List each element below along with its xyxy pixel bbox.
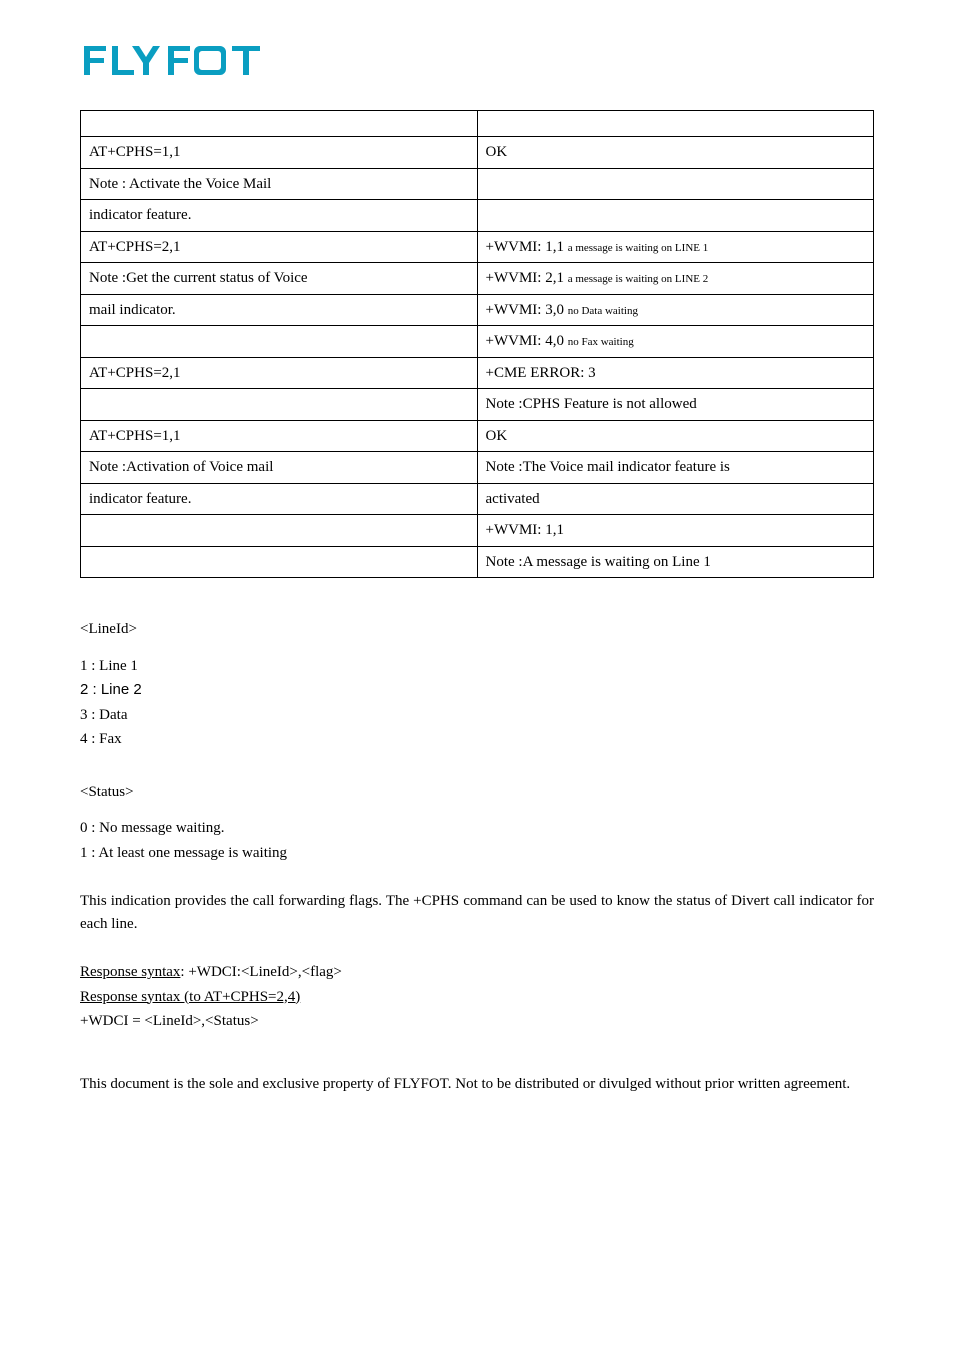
response-cell: +WVMI: 3,0 no Data waiting	[477, 294, 874, 326]
table-row: Note :A message is waiting on Line 1	[81, 546, 874, 578]
table-row: indicator feature.activated	[81, 483, 874, 515]
syntax-label: Response syntax (to AT+CPHS=2,4)	[80, 989, 300, 1005]
command-cell: Note :Activation of Voice mail	[81, 452, 478, 484]
command-cell: indicator feature.	[81, 200, 478, 232]
lineid-list: 1 : Line 1 2 : Line 2 3 : Data 4 : Fax	[80, 655, 874, 751]
response-cell: +WVMI: 4,0 no Fax waiting	[477, 326, 874, 358]
table-row: +WVMI: 1,1	[81, 515, 874, 547]
command-cell	[81, 326, 478, 358]
table-row: AT+CPHS=1,1OK	[81, 420, 874, 452]
syntax-line: Response syntax (to AT+CPHS=2,4)	[80, 986, 874, 1009]
logo	[80, 40, 874, 80]
command-cell: Note : Activate the Voice Mail	[81, 168, 478, 200]
response-cell	[477, 168, 874, 200]
status-heading: <Status>	[80, 781, 874, 804]
command-cell: indicator feature.	[81, 483, 478, 515]
response-cell: OK	[477, 420, 874, 452]
command-cell: mail indicator.	[81, 294, 478, 326]
command-cell: AT+CPHS=2,1	[81, 357, 478, 389]
table-row: AT+CPHS=2,1+CME ERROR: 3	[81, 357, 874, 389]
command-response-table: AT+CPHS=1,1OKNote : Activate the Voice M…	[80, 110, 874, 578]
list-item: 4 : Fax	[80, 728, 874, 751]
status-list: 0 : No message waiting. 1 : At least one…	[80, 817, 874, 864]
command-cell	[81, 111, 478, 137]
lineid-heading: <LineId>	[80, 618, 874, 641]
list-item: 2 : Line 2	[80, 679, 874, 702]
table-row: AT+CPHS=1,1OK	[81, 137, 874, 169]
command-cell: Note :Get the current status of Voice	[81, 263, 478, 295]
command-cell	[81, 546, 478, 578]
response-cell: OK	[477, 137, 874, 169]
command-cell	[81, 389, 478, 421]
syntax-line: Response syntax: +WDCI:<LineId>,<flag>	[80, 961, 874, 984]
response-cell: +WVMI: 1,1	[477, 515, 874, 547]
list-item: 1 : At least one message is waiting	[80, 842, 874, 865]
response-cell: +WVMI: 1,1 a message is waiting on LINE …	[477, 231, 874, 263]
list-item: 3 : Data	[80, 704, 874, 727]
table-body: AT+CPHS=1,1OKNote : Activate the Voice M…	[81, 111, 874, 578]
table-row: Note :Get the current status of Voice+WV…	[81, 263, 874, 295]
description-paragraph: This indication provides the call forwar…	[80, 890, 874, 935]
command-cell: AT+CPHS=2,1	[81, 231, 478, 263]
table-row: +WVMI: 4,0 no Fax waiting	[81, 326, 874, 358]
table-row	[81, 111, 874, 137]
table-row: AT+CPHS=2,1+WVMI: 1,1 a message is waiti…	[81, 231, 874, 263]
footer-text: This document is the sole and exclusive …	[80, 1073, 874, 1096]
syntax-line: +WDCI = <LineId>,<Status>	[80, 1010, 874, 1033]
response-cell	[477, 111, 874, 137]
table-row: Note : Activate the Voice Mail	[81, 168, 874, 200]
table-row: mail indicator.+WVMI: 3,0 no Data waitin…	[81, 294, 874, 326]
command-cell	[81, 515, 478, 547]
command-cell: AT+CPHS=1,1	[81, 137, 478, 169]
table-row: Note :CPHS Feature is not allowed	[81, 389, 874, 421]
syntax-block: Response syntax: +WDCI:<LineId>,<flag> R…	[80, 961, 874, 1033]
response-cell: activated	[477, 483, 874, 515]
list-item: 1 : Line 1	[80, 655, 874, 678]
response-cell: Note :CPHS Feature is not allowed	[477, 389, 874, 421]
table-row: indicator feature.	[81, 200, 874, 232]
response-cell: Note :The Voice mail indicator feature i…	[477, 452, 874, 484]
response-cell	[477, 200, 874, 232]
syntax-rest: : +WDCI:<LineId>,<flag>	[180, 964, 341, 980]
table-row: Note :Activation of Voice mailNote :The …	[81, 452, 874, 484]
command-cell: AT+CPHS=1,1	[81, 420, 478, 452]
list-item: 0 : No message waiting.	[80, 817, 874, 840]
syntax-label: Response syntax	[80, 964, 180, 980]
response-cell: Note :A message is waiting on Line 1	[477, 546, 874, 578]
response-cell: +CME ERROR: 3	[477, 357, 874, 389]
response-cell: +WVMI: 2,1 a message is waiting on LINE …	[477, 263, 874, 295]
